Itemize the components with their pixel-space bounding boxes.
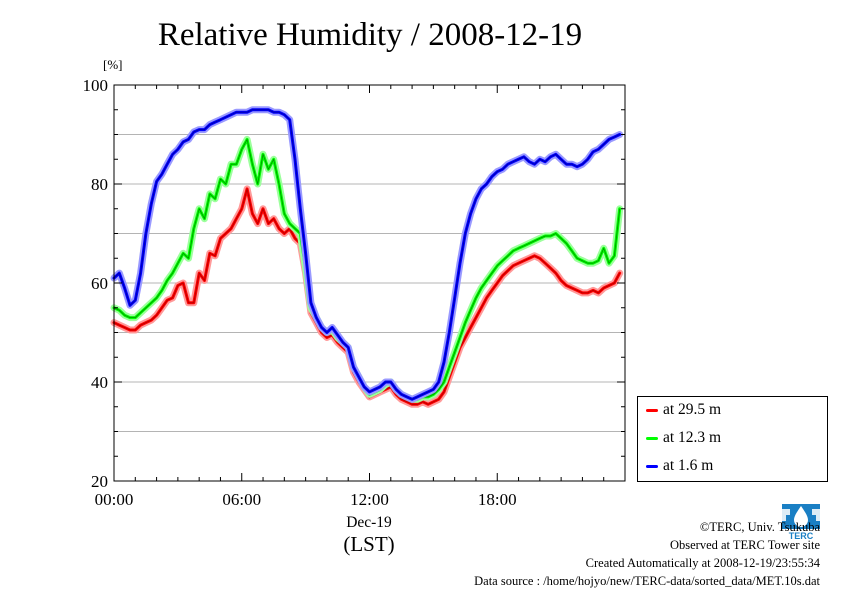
legend-item-1-6m: at 1.6 m bbox=[646, 457, 713, 477]
legend-label: at 12.3 m bbox=[663, 429, 722, 446]
series-core-1 bbox=[113, 138, 621, 400]
footer-copyright: ©TERC, Univ. Tsukuba bbox=[699, 520, 820, 534]
footer-created: Created Automatically at 2008-12-19/23:5… bbox=[585, 556, 820, 570]
logo-text: TERC bbox=[789, 531, 814, 541]
series-band-1 bbox=[110, 135, 624, 403]
x-tick-label: 06:00 bbox=[222, 490, 261, 509]
y-tick-label: 80 bbox=[91, 175, 108, 194]
x-tick-label: 00:00 bbox=[95, 490, 134, 509]
axis-ticks bbox=[113, 84, 626, 482]
date-label: Dec-19 bbox=[346, 514, 392, 531]
x-axis-label: (LST) bbox=[343, 532, 394, 556]
y-tick-label: 100 bbox=[83, 76, 109, 95]
footer-observed: Observed at TERC Tower site bbox=[669, 538, 820, 552]
series-line-1 bbox=[112, 137, 622, 401]
legend: at 29.5 m at 12.3 m at 1.6 m bbox=[637, 396, 828, 482]
y-tick-labels: 20 40 60 80 100 bbox=[83, 76, 109, 491]
series-core-2 bbox=[113, 109, 620, 400]
chart-title: Relative Humidity / 2008-12-19 bbox=[158, 17, 582, 53]
legend-item-12-3m: at 12.3 m bbox=[646, 429, 721, 449]
y-tick-label: 40 bbox=[91, 373, 108, 392]
terc-logo-icon: TERC bbox=[780, 501, 822, 541]
x-tick-label: 18:00 bbox=[478, 490, 517, 509]
legend-label: at 1.6 m bbox=[663, 457, 714, 474]
y-axis-label: [%] bbox=[103, 57, 123, 72]
y-tick-label: 60 bbox=[91, 274, 108, 293]
x-tick-labels: 00:00 06:00 12:00 18:00 bbox=[95, 490, 517, 509]
x-tick-label: 12:00 bbox=[350, 490, 389, 509]
footer-source: Data source : /home/hojyo/new/TERC-data/… bbox=[474, 574, 820, 588]
legend-swatch bbox=[646, 464, 658, 468]
legend-swatch bbox=[646, 436, 658, 440]
data-series-group bbox=[110, 106, 624, 408]
legend-swatch bbox=[646, 408, 658, 412]
gridlines bbox=[114, 134, 625, 432]
y-tick-label: 20 bbox=[91, 472, 108, 491]
legend-item-29-5m: at 29.5 m bbox=[646, 401, 721, 421]
series-band-0 bbox=[110, 185, 624, 408]
legend-label: at 29.5 m bbox=[663, 401, 722, 418]
